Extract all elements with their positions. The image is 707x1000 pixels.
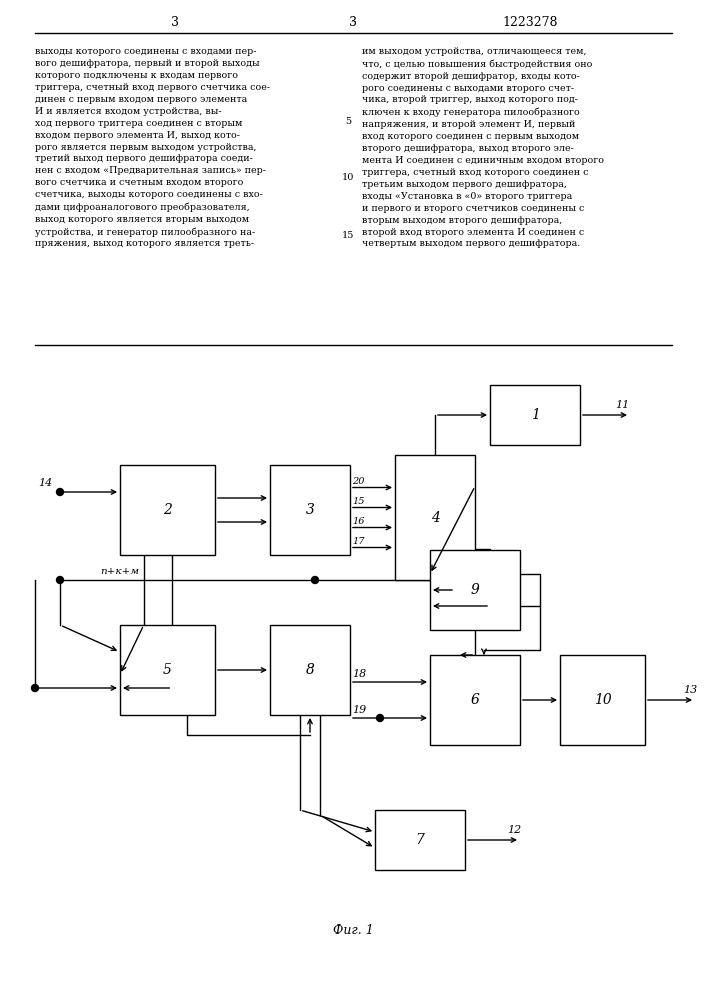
Text: 3: 3 [305, 503, 315, 517]
Circle shape [57, 488, 64, 495]
Bar [490, 385, 580, 445]
Text: 15: 15 [352, 496, 365, 506]
Bar [430, 655, 520, 745]
Text: 3: 3 [349, 15, 357, 28]
Text: 8: 8 [305, 663, 315, 677]
Circle shape [32, 684, 38, 692]
Bar [270, 465, 350, 555]
Text: 17: 17 [352, 536, 365, 546]
Text: 11: 11 [615, 400, 629, 410]
Text: 1: 1 [530, 408, 539, 422]
Text: 10: 10 [594, 693, 612, 707]
Text: 4: 4 [431, 510, 440, 524]
Bar [395, 455, 475, 580]
Bar [430, 550, 520, 630]
Text: выходы которого соединены с входами пер-
вого дешифратора, первый и второй выход: выходы которого соединены с входами пер-… [35, 47, 270, 248]
Bar [120, 465, 215, 555]
Text: 19: 19 [352, 705, 366, 715]
Bar [375, 810, 465, 870]
Text: 2: 2 [163, 503, 172, 517]
Bar [120, 625, 215, 715]
Text: 6: 6 [471, 693, 479, 707]
Text: 1223278: 1223278 [351, 21, 357, 22]
Text: 9: 9 [471, 583, 479, 597]
Circle shape [57, 576, 64, 584]
Text: 12: 12 [507, 825, 521, 835]
Text: им выходом устройства, отличающееся тем,
что, с целью повышения быстродействия о: им выходом устройства, отличающееся тем,… [362, 47, 604, 248]
Text: 18: 18 [352, 669, 366, 679]
Text: п+к+м: п+к+м [100, 567, 139, 576]
Circle shape [377, 714, 383, 722]
Text: 5: 5 [345, 117, 351, 126]
Text: 15: 15 [341, 232, 354, 240]
Bar [560, 655, 645, 745]
Text: 1223278: 1223278 [502, 15, 558, 28]
Text: 20: 20 [352, 477, 365, 486]
Text: Фиг. 1: Фиг. 1 [332, 924, 373, 936]
Text: 5: 5 [163, 663, 172, 677]
Text: 13: 13 [683, 685, 697, 695]
Text: 16: 16 [352, 516, 365, 526]
Bar [270, 625, 350, 715]
Circle shape [312, 576, 318, 584]
Text: 14: 14 [37, 478, 52, 488]
Text: 10: 10 [341, 174, 354, 182]
Text: 3: 3 [171, 15, 179, 28]
Text: 7: 7 [416, 833, 424, 847]
